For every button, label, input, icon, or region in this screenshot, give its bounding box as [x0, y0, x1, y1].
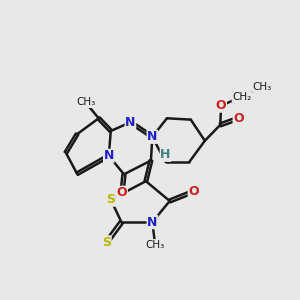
Text: CH₃: CH₃ [146, 240, 165, 250]
Text: N: N [125, 116, 136, 129]
Text: CH₃: CH₃ [252, 82, 271, 92]
Text: S: S [106, 193, 115, 206]
Text: N: N [147, 216, 158, 229]
Text: CH₂: CH₂ [232, 92, 251, 102]
Text: O: O [216, 99, 226, 112]
Text: CH₃: CH₃ [76, 98, 95, 107]
Text: S: S [102, 236, 111, 249]
Text: O: O [233, 112, 244, 125]
Text: N: N [147, 130, 158, 143]
Text: O: O [117, 186, 127, 199]
Text: O: O [188, 185, 199, 198]
Text: H: H [160, 148, 171, 161]
Text: N: N [103, 149, 114, 162]
